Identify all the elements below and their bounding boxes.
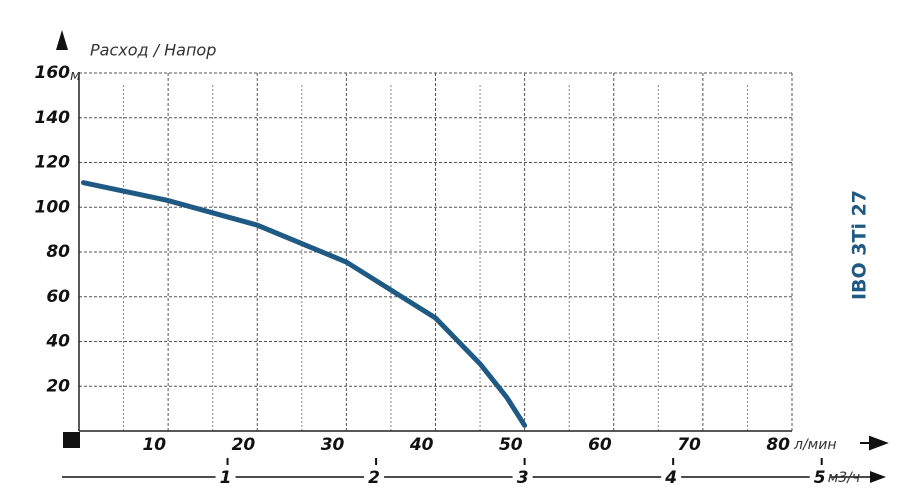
x-tick-label: 40 bbox=[409, 435, 434, 455]
x-arrow bbox=[860, 435, 889, 451]
y-axis-label: Расход / Напор bbox=[90, 41, 216, 60]
x-tick-label: 30 bbox=[321, 435, 345, 455]
x-tick-label: 60 bbox=[588, 435, 612, 455]
x2-arrow bbox=[870, 471, 886, 483]
x2-label-bg bbox=[215, 466, 236, 488]
x-unit: л/мин bbox=[793, 437, 836, 453]
x-tick-label: 20 bbox=[232, 435, 256, 455]
y-tick-label: 140 bbox=[35, 108, 71, 128]
y-tick-label: 60 bbox=[46, 287, 70, 307]
y-tick-label: 100 bbox=[35, 197, 71, 217]
y-arrow bbox=[56, 30, 68, 50]
x2-tick-label: 4 bbox=[664, 468, 677, 488]
y-tick-label: 120 bbox=[35, 153, 71, 173]
x2-unit: м3/ч bbox=[828, 470, 860, 486]
origin-marker bbox=[63, 432, 80, 448]
model-label: IBO 3Ti 27 bbox=[849, 190, 871, 300]
x-tick-label: 80 bbox=[766, 435, 790, 455]
x2-tick-label: 1 bbox=[220, 468, 232, 488]
y-tick-label: 40 bbox=[45, 332, 70, 352]
curve bbox=[80, 180, 528, 428]
x-tick-label: 50 bbox=[499, 435, 523, 455]
x2-label-bg bbox=[661, 466, 682, 488]
x2-label-bg bbox=[364, 466, 385, 488]
x2-label-bg bbox=[512, 466, 533, 488]
x-tick-label: 10 bbox=[142, 435, 166, 455]
y-unit: м bbox=[70, 68, 81, 84]
y-tick-label: 20 bbox=[46, 376, 70, 396]
x2-tick-label: 2 bbox=[368, 468, 380, 488]
x2-label-bg bbox=[809, 466, 830, 488]
y-tick-label: 160 bbox=[35, 63, 71, 83]
x2-tick-label: 5 bbox=[814, 468, 826, 488]
x2-tick-label: 3 bbox=[517, 468, 529, 488]
y-tick-label: 80 bbox=[46, 242, 70, 262]
x-tick-label: 70 bbox=[677, 435, 701, 455]
